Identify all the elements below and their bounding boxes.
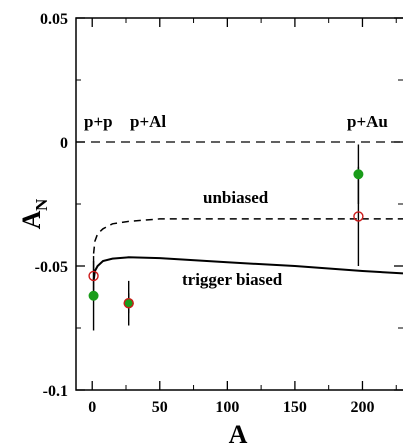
y-axis-label-subscript: N: [32, 198, 51, 211]
annotation-pal: p+Al: [130, 112, 166, 131]
y-axis-label: A N: [17, 198, 51, 229]
unbiased-curve: [92, 218, 403, 254]
y-axis-label-main: A: [17, 210, 46, 229]
x-tick-label: 50: [152, 399, 168, 416]
filled-data-point: [88, 290, 99, 301]
x-tick-label: 100: [215, 399, 239, 416]
y-tick-label: -0.1: [43, 383, 68, 400]
y-tick-label: 0: [60, 135, 68, 152]
x-tick-label: 150: [283, 399, 307, 416]
data-points: [88, 144, 364, 331]
annotation-trigger-biased: trigger biased: [182, 270, 283, 289]
y-tick-label: 0.05: [40, 11, 68, 28]
model-curves: [92, 218, 403, 282]
annotation-pp: p+p: [84, 112, 113, 131]
annotation-pau: p+Au: [347, 112, 388, 131]
y-tick-label: -0.05: [35, 259, 68, 276]
axis-ticks: 0 50 100 150 200 -0.1 -0.05 0 0.05: [35, 11, 403, 416]
x-tick-label: 200: [350, 399, 374, 416]
annotation-unbiased: unbiased: [203, 188, 269, 207]
x-tick-label: 0: [88, 399, 96, 416]
open-data-point: [353, 211, 364, 222]
open-data-point: [123, 298, 134, 309]
x-axis-label: A: [229, 420, 248, 447]
open-data-point: [88, 270, 99, 282]
filled-data-point: [353, 169, 364, 180]
trigger-biased-curve: [92, 256, 403, 282]
